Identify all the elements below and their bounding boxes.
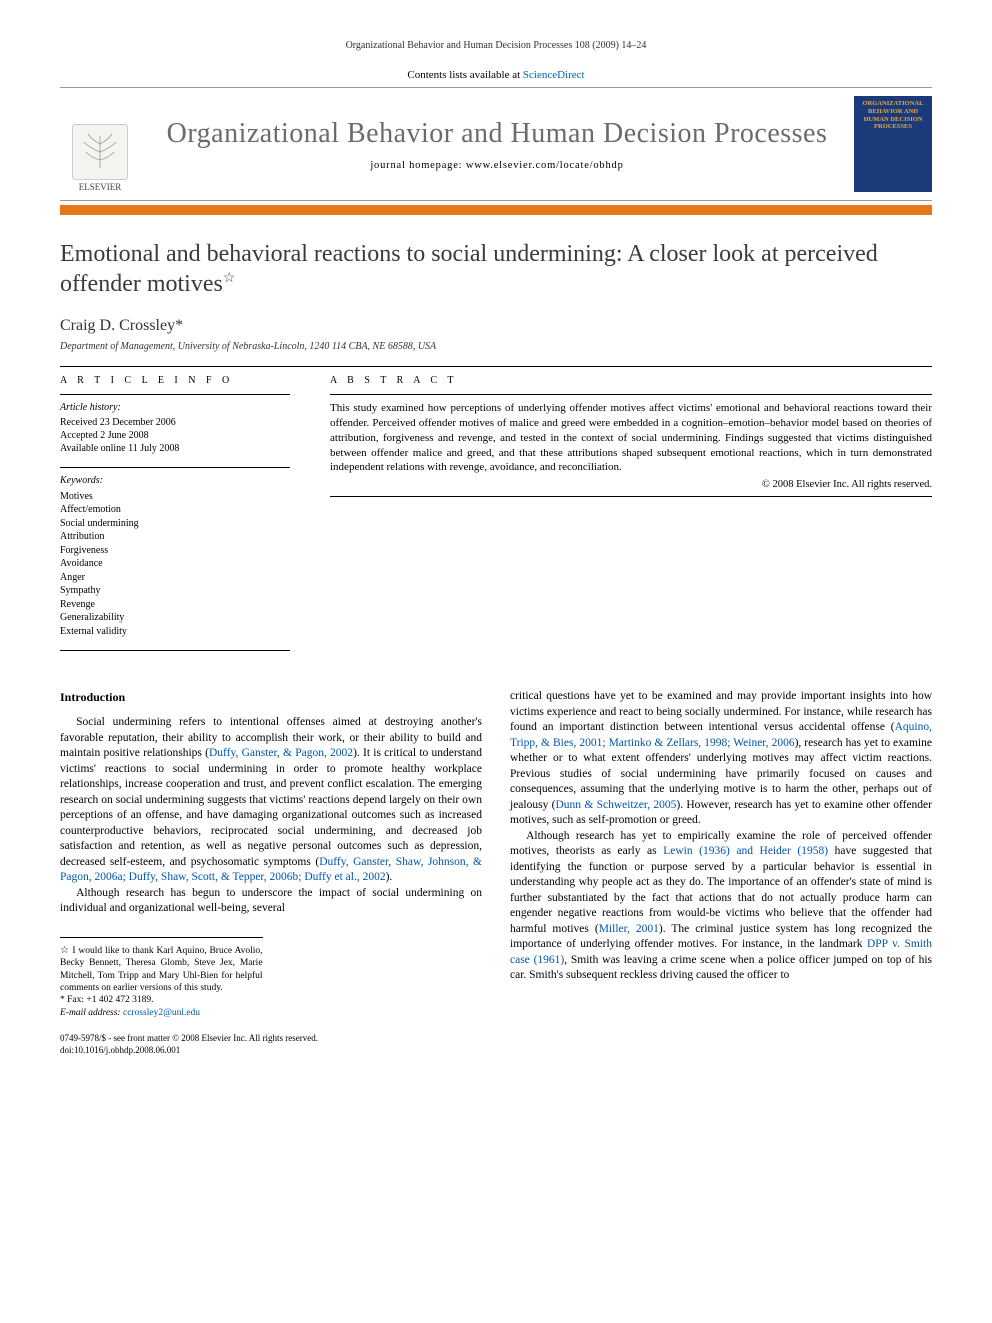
email-label: E-mail address: <box>60 1008 123 1018</box>
article-info-block: A R T I C L E I N F O Article history: R… <box>60 375 290 657</box>
keyword-item: Social undermining <box>60 517 290 531</box>
article-history: Article history: Received 23 December 20… <box>60 401 290 455</box>
divider <box>60 366 932 367</box>
author-name: Craig D. Crossley <box>60 317 175 334</box>
keyword-item: Forgiveness <box>60 544 290 558</box>
footnote-acknowledgement: ☆ I would like to thank Karl Aquino, Bru… <box>60 944 263 994</box>
corresponding-marker: * <box>175 317 183 334</box>
footnote-email: E-mail address: ccrossley2@unl.edu <box>60 1007 263 1019</box>
contents-note: Contents lists available at ScienceDirec… <box>60 69 932 81</box>
keyword-item: Revenge <box>60 598 290 612</box>
text-run: , Smith was leaving a crime scene when a… <box>510 954 932 982</box>
article-title-text: Emotional and behavioral reactions to so… <box>60 241 878 297</box>
front-matter-line: 0749-5978/$ - see front matter © 2008 El… <box>60 1033 482 1045</box>
footnotes-block: ☆ I would like to thank Karl Aquino, Bru… <box>60 937 263 1019</box>
body-columns: Introduction Social undermining refers t… <box>60 689 932 1056</box>
keyword-item: Anger <box>60 571 290 585</box>
footnote-fax: * Fax: +1 402 472 3189. <box>60 994 263 1006</box>
footnote-ack-text: I would like to thank Karl Aquino, Bruce… <box>60 946 263 993</box>
homepage-url[interactable]: www.elsevier.com/locate/obhdp <box>466 160 624 171</box>
journal-homepage: journal homepage: www.elsevier.com/locat… <box>140 160 854 171</box>
publisher-logo: ELSEVIER <box>60 96 140 192</box>
text-run: have suggested that identifying the func… <box>510 845 932 935</box>
column-left: Introduction Social undermining refers t… <box>60 689 482 1056</box>
keyword-item: Avoidance <box>60 557 290 571</box>
email-link[interactable]: ccrossley2@unl.edu <box>123 1008 200 1018</box>
divider <box>60 394 290 395</box>
abstract-block: A B S T R A C T This study examined how … <box>330 375 932 657</box>
keywords-heading: Keywords: <box>60 474 290 488</box>
keyword-item: Attribution <box>60 530 290 544</box>
body-paragraph: Although research has yet to empirically… <box>510 829 932 984</box>
abstract-text: This study examined how perceptions of u… <box>330 401 932 475</box>
intro-paragraph-2: Although research has begun to underscor… <box>60 886 482 917</box>
article-title: Emotional and behavioral reactions to so… <box>60 239 932 299</box>
abstract-copyright: © 2008 Elsevier Inc. All rights reserved… <box>330 479 932 490</box>
article-info-label: A R T I C L E I N F O <box>60 375 290 386</box>
author-line: Craig D. Crossley* <box>60 317 932 335</box>
keyword-item: Motives <box>60 490 290 504</box>
abstract-label: A B S T R A C T <box>330 375 932 386</box>
footnote-star-icon: ☆ <box>60 945 69 956</box>
intro-paragraph-1: Social undermining refers to intentional… <box>60 715 482 886</box>
orange-divider-bar <box>60 205 932 215</box>
sciencedirect-link[interactable]: ScienceDirect <box>523 69 585 81</box>
column-right: critical questions have yet to be examin… <box>510 689 932 1056</box>
citation-link[interactable]: Miller, 2001 <box>599 923 659 935</box>
history-online: Available online 11 July 2008 <box>60 442 290 455</box>
title-footnote-marker: ☆ <box>223 271 236 286</box>
text-run: critical questions have yet to be examin… <box>510 690 932 733</box>
keyword-item: External validity <box>60 625 290 639</box>
article-meta-row: A R T I C L E I N F O Article history: R… <box>60 375 932 657</box>
elsevier-tree-icon <box>72 124 128 180</box>
divider <box>60 650 290 651</box>
citation-link[interactable]: Dunn & Schweitzer, 2005 <box>555 799 676 811</box>
divider <box>330 394 932 395</box>
journal-name: Organizational Behavior and Human Decisi… <box>140 118 854 150</box>
contents-note-prefix: Contents lists available at <box>407 69 522 81</box>
text-run: ). <box>386 871 393 883</box>
keyword-item: Affect/emotion <box>60 503 290 517</box>
running-header: Organizational Behavior and Human Decisi… <box>60 40 932 51</box>
history-received: Received 23 December 2006 <box>60 416 290 429</box>
doi-block: 0749-5978/$ - see front matter © 2008 El… <box>60 1033 482 1056</box>
author-affiliation: Department of Management, University of … <box>60 341 932 352</box>
homepage-prefix: journal homepage: <box>370 160 465 171</box>
journal-banner: ELSEVIER Organizational Behavior and Hum… <box>60 87 932 201</box>
divider <box>60 467 290 468</box>
divider <box>330 496 932 497</box>
text-run: ). It is critical to understand victims'… <box>60 747 482 868</box>
citation-link[interactable]: Lewin (1936) and Heider (1958) <box>663 845 828 857</box>
introduction-heading: Introduction <box>60 689 482 705</box>
keyword-item: Sympathy <box>60 584 290 598</box>
journal-center: Organizational Behavior and Human Decisi… <box>140 96 854 192</box>
citation-link[interactable]: Duffy, Ganster, & Pagon, 2002 <box>209 747 353 759</box>
keyword-item: Generalizability <box>60 611 290 625</box>
keywords-block: Keywords: Motives Affect/emotion Social … <box>60 474 290 638</box>
doi-line: doi:10.1016/j.obhdp.2008.06.001 <box>60 1045 482 1057</box>
history-heading: Article history: <box>60 401 290 414</box>
cover-title: ORGANIZATIONAL BEHAVIOR AND HUMAN DECISI… <box>858 100 928 131</box>
body-paragraph: critical questions have yet to be examin… <box>510 689 932 829</box>
publisher-label: ELSEVIER <box>79 182 122 192</box>
journal-cover-thumbnail: ORGANIZATIONAL BEHAVIOR AND HUMAN DECISI… <box>854 96 932 192</box>
history-accepted: Accepted 2 June 2008 <box>60 429 290 442</box>
